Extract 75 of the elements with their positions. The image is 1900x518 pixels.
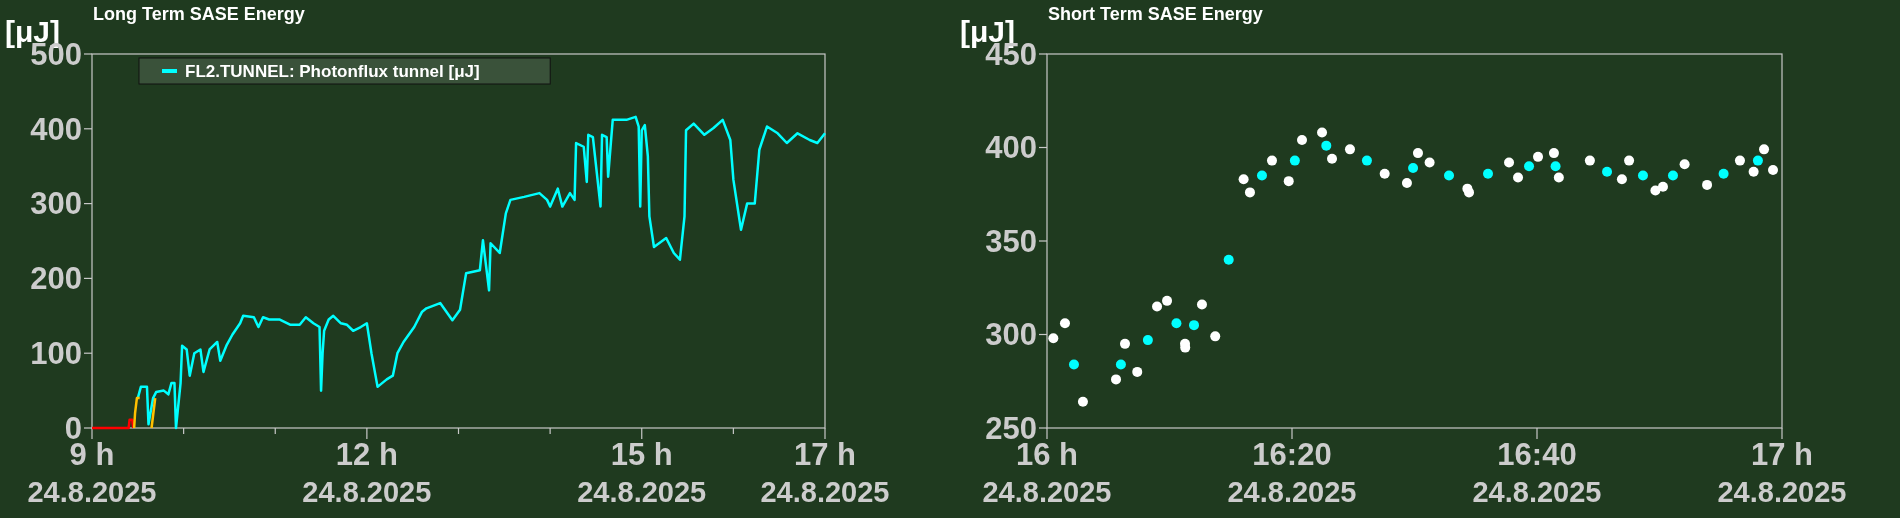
point xyxy=(1548,148,1559,159)
point xyxy=(1550,161,1561,172)
point xyxy=(1289,155,1300,166)
point xyxy=(1748,166,1759,177)
point xyxy=(1401,178,1412,189)
x-tick-label: 15 h 24.8.2025 xyxy=(577,437,707,508)
point xyxy=(1142,335,1153,346)
point xyxy=(1189,320,1199,331)
point xyxy=(1119,338,1130,349)
point xyxy=(1321,140,1332,151)
point xyxy=(1504,157,1515,168)
point xyxy=(1702,179,1713,190)
point xyxy=(1768,164,1779,175)
point xyxy=(1238,174,1249,185)
point xyxy=(1297,135,1307,146)
point xyxy=(1408,163,1419,174)
x-tick-label: 16:20 24.8.2025 xyxy=(1227,437,1357,508)
point xyxy=(1424,157,1435,168)
point xyxy=(1444,170,1454,181)
point xyxy=(1752,155,1763,166)
point xyxy=(1412,148,1423,159)
y-tick-label: 200 xyxy=(30,261,82,297)
point xyxy=(1533,151,1544,162)
legend-label: FL2.TUNNEL: Photonflux tunnel [μJ] xyxy=(185,62,480,81)
point xyxy=(1524,161,1535,172)
point xyxy=(1048,333,1059,344)
point xyxy=(1077,396,1088,407)
point xyxy=(1718,168,1729,179)
y-tick-label: 400 xyxy=(30,111,82,147)
point xyxy=(1317,127,1328,138)
point xyxy=(1667,170,1678,181)
point xyxy=(1111,374,1122,385)
point xyxy=(1379,168,1390,179)
point xyxy=(1059,318,1070,329)
x-tick-label: 17 h 24.8.2025 xyxy=(760,437,890,508)
line-series xyxy=(136,115,827,430)
point xyxy=(1361,155,1372,166)
point xyxy=(1616,174,1627,185)
point xyxy=(1244,187,1255,198)
point xyxy=(1327,153,1338,164)
chart-title: Long Term SASE Energy xyxy=(93,4,305,24)
point xyxy=(1068,359,1079,370)
point xyxy=(1553,172,1564,183)
x-tick-label: 16:40 24.8.2025 xyxy=(1472,437,1602,508)
x-tick-label: 17 h 24.8.2025 xyxy=(1717,437,1847,508)
point xyxy=(1464,187,1475,198)
point xyxy=(1210,331,1221,342)
y-tick-label: 400 xyxy=(985,130,1037,166)
point xyxy=(1657,181,1668,192)
point xyxy=(1171,318,1182,329)
point xyxy=(1162,295,1173,306)
point xyxy=(1759,144,1770,155)
y-tick-label: 350 xyxy=(985,223,1037,259)
point xyxy=(1283,176,1294,187)
y-tick-label: 300 xyxy=(30,186,82,222)
point xyxy=(1602,166,1613,177)
point xyxy=(1266,155,1277,166)
point xyxy=(1679,159,1690,170)
point xyxy=(1132,366,1143,377)
point xyxy=(1734,155,1745,166)
point xyxy=(1115,359,1126,370)
point xyxy=(1256,170,1267,181)
point xyxy=(1152,301,1163,312)
point xyxy=(1483,168,1493,179)
point xyxy=(1344,144,1355,155)
x-tick-label: 12 h 24.8.2025 xyxy=(302,437,432,508)
point xyxy=(1584,155,1595,166)
y-tick-label: 100 xyxy=(30,336,82,372)
y-tick-label: 300 xyxy=(985,317,1037,353)
point xyxy=(1223,254,1234,265)
point xyxy=(1196,299,1207,310)
point xyxy=(1637,170,1648,181)
chart-title: Short Term SASE Energy xyxy=(1048,4,1263,24)
point xyxy=(1624,155,1635,166)
point xyxy=(1513,172,1524,183)
